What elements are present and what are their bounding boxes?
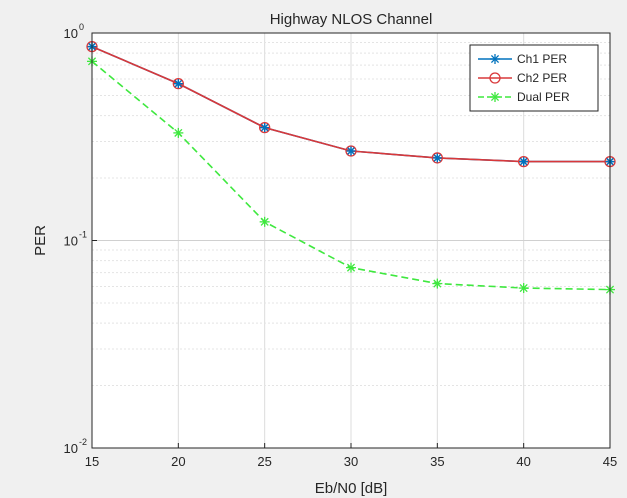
- point-marker-circle: [345, 145, 357, 157]
- point-marker-circle: [431, 152, 443, 164]
- series-layer: [86, 40, 616, 295]
- point-marker-asterisk: [518, 283, 529, 294]
- point-marker-asterisk: [490, 92, 500, 102]
- chart-title: Highway NLOS Channel: [270, 11, 433, 28]
- point-marker-asterisk: [173, 79, 183, 89]
- point-marker-asterisk: [432, 278, 443, 289]
- y-tick-exponent: 0: [79, 22, 84, 32]
- point-marker-asterisk: [519, 157, 529, 167]
- point-marker-circle: [518, 155, 530, 168]
- point-marker-circle: [259, 121, 271, 134]
- x-tick-label: 45: [603, 454, 617, 469]
- legend-label: Ch2 PER: [517, 71, 567, 85]
- y-tick-exponent: -1: [79, 230, 87, 240]
- point-marker-asterisk: [259, 216, 270, 227]
- x-tick-label: 35: [430, 454, 444, 469]
- y-tick-exponent: -2: [79, 437, 87, 447]
- legend: Ch1 PER Ch2 PER Dual PER: [469, 44, 599, 112]
- legend-label: Dual PER: [517, 90, 570, 104]
- point-marker-asterisk: [173, 127, 184, 138]
- point-marker-asterisk: [346, 146, 356, 156]
- point-marker-asterisk: [432, 153, 442, 163]
- y-tick-label: 10: [64, 441, 78, 456]
- x-tick-labels: 15 20 25 30 35 40 45: [85, 443, 617, 469]
- legend-entry: Dual PER: [478, 90, 570, 104]
- x-tick-label: 40: [516, 454, 530, 469]
- point-marker-asterisk: [346, 262, 356, 273]
- x-tick-label: 15: [85, 454, 99, 469]
- legend-label: Ch1 PER: [517, 52, 567, 66]
- y-axis-label: PER: [32, 225, 49, 256]
- series-dual-per: [87, 56, 615, 295]
- x-tick-label: 20: [171, 454, 185, 469]
- legend-entry: Ch1 PER: [478, 52, 567, 66]
- point-marker-circle: [172, 78, 184, 90]
- legend-entry: Ch2 PER: [478, 71, 567, 85]
- y-tick-label: 10: [64, 234, 78, 249]
- x-axis-label: Eb/N0 [dB]: [315, 480, 388, 497]
- point-marker-asterisk: [490, 54, 500, 64]
- point-marker-asterisk: [260, 123, 270, 133]
- point-marker-circle: [489, 72, 501, 84]
- x-tick-label: 25: [257, 454, 271, 469]
- y-tick-label: 10: [64, 26, 78, 41]
- x-tick-label: 30: [344, 454, 358, 469]
